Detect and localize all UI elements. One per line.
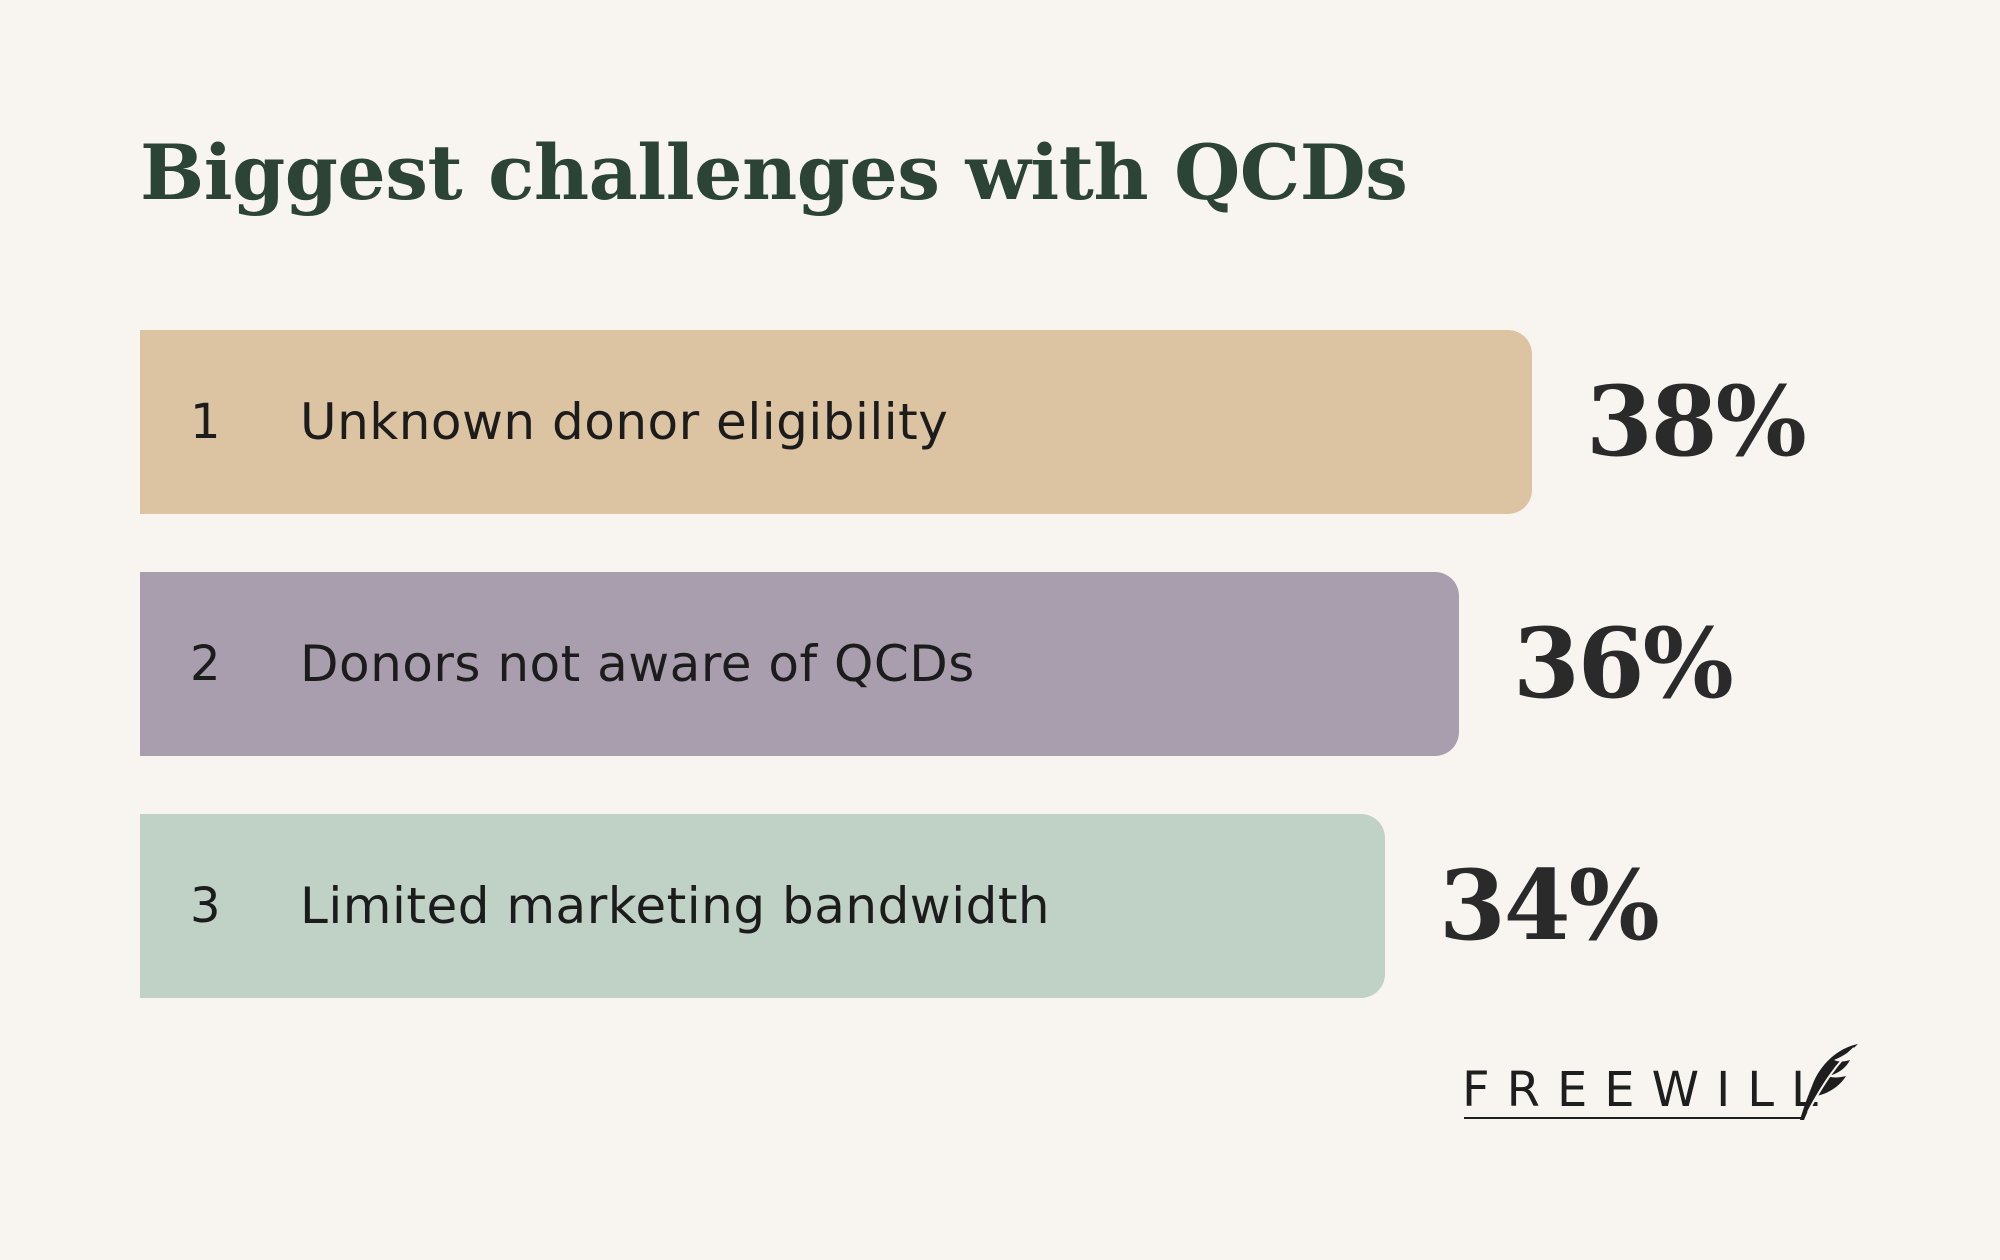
freewill-logo: FREEWILL [1462, 1044, 1862, 1120]
bar-label-1: Unknown donor eligibility [300, 393, 949, 451]
logo-underline [1464, 1117, 1804, 1119]
bar-3: 3 Limited marketing bandwidth [140, 814, 1385, 998]
bar-1: 1 Unknown donor eligibility [140, 330, 1532, 514]
bar-label-2: Donors not aware of QCDs [300, 635, 975, 693]
chart-title: Biggest challenges with QCDs [140, 128, 1408, 217]
bar-rank-2: 2 [190, 636, 221, 692]
quill-icon [1800, 1044, 1858, 1120]
bar-value-2: 36% [1513, 607, 1734, 720]
bar-value-3: 34% [1439, 849, 1660, 962]
bar-value-1: 38% [1586, 365, 1807, 478]
bar-rank-3: 3 [190, 878, 221, 934]
bar-label-3: Limited marketing bandwidth [300, 877, 1051, 935]
bar-2: 2 Donors not aware of QCDs [140, 572, 1459, 756]
logo-text: FREEWILL [1462, 1062, 1835, 1118]
bar-rank-1: 1 [190, 394, 221, 450]
